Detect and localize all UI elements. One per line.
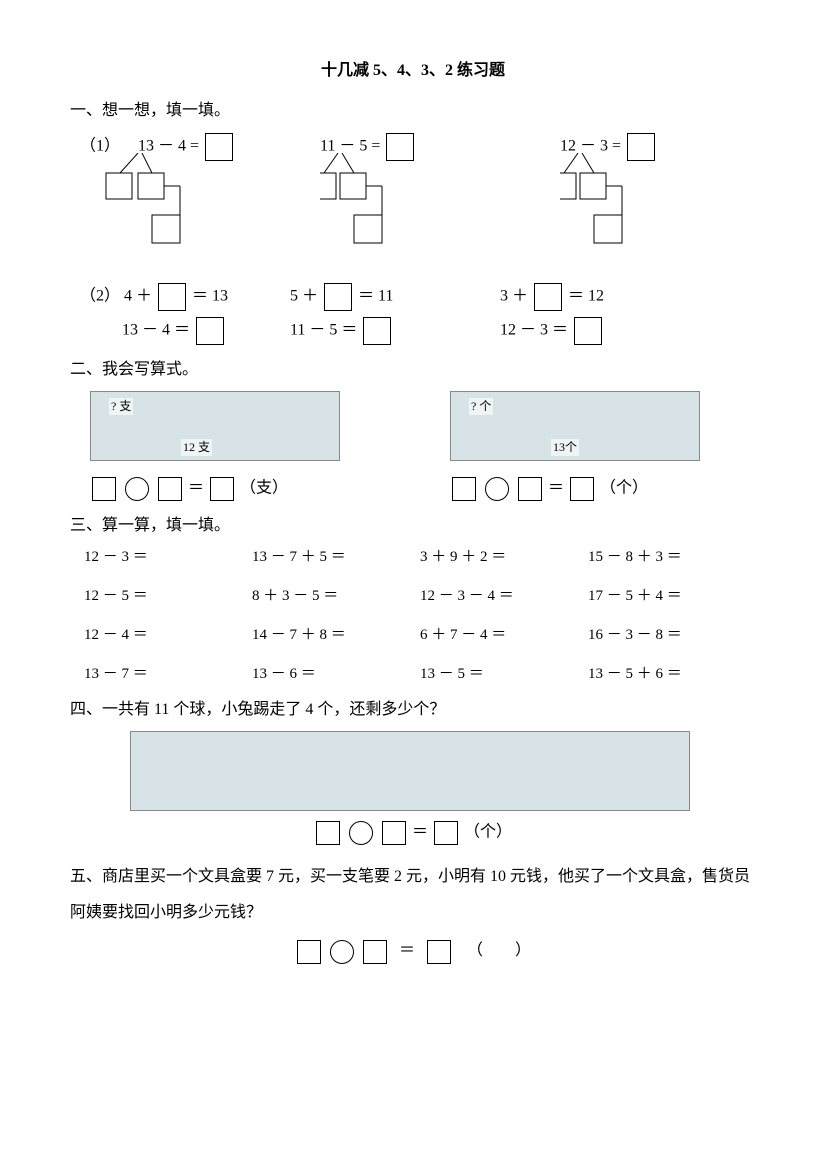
- calc-cell: 3 ＋ 9 ＋ 2 ＝: [420, 547, 588, 568]
- answer-box[interactable]: [316, 821, 340, 845]
- unit: （个）: [464, 824, 512, 841]
- operator-circle[interactable]: [485, 477, 509, 501]
- answer-box[interactable]: [210, 477, 234, 501]
- q4-image: [130, 731, 690, 811]
- calc-cell: 17 － 5 ＋ 4 ＝: [588, 586, 756, 607]
- q2-item-1: ? 支 12 支 ＝ （支）: [90, 391, 390, 500]
- calc-cell: 8 ＋ 3 － 5 ＝: [252, 586, 420, 607]
- q2-eqline: ＝ （个）: [450, 477, 750, 501]
- img-label: ? 个: [469, 398, 493, 415]
- operator-circle[interactable]: [349, 821, 373, 845]
- q2-row: ? 支 12 支 ＝ （支） ? 个 13个 ＝ （个）: [90, 391, 756, 500]
- img-label: ? 支: [109, 398, 133, 415]
- answer-box[interactable]: [574, 317, 602, 345]
- answer-box[interactable]: [434, 821, 458, 845]
- img-label: 12 支: [181, 439, 212, 456]
- calc-cell: 13 － 5 ＋ 6 ＝: [588, 664, 756, 685]
- eq-text: 3 ＋: [500, 287, 528, 304]
- answer-box[interactable]: [196, 317, 224, 345]
- answer-box[interactable]: [534, 283, 562, 311]
- equals: ＝: [399, 942, 415, 959]
- calc-cell: 13 － 7 ＋ 5 ＝: [252, 547, 420, 568]
- q2-image-2: ? 个 13个: [450, 391, 700, 461]
- pair-row-b: 13 － 4 ＝ 11 － 5 ＝ 12 － 3 ＝: [80, 317, 756, 345]
- answer-box[interactable]: [297, 940, 321, 964]
- section-3-head: 三、算一算，填一填。: [70, 515, 756, 537]
- calc-cell: 12 － 5 ＝: [84, 586, 252, 607]
- operator-circle[interactable]: [125, 477, 149, 501]
- calc-grid: 12 － 3 ＝ 13 － 7 ＋ 5 ＝ 3 ＋ 9 ＋ 2 ＝ 15 － 8…: [84, 547, 756, 685]
- calc-cell: 16 － 3 － 8 ＝: [588, 625, 756, 646]
- q2-eqline: ＝ （支）: [90, 477, 390, 501]
- eq-text: 4 ＋: [124, 287, 152, 304]
- answer-box[interactable]: [570, 477, 594, 501]
- section-1-head: 一、想一想，填一填。: [70, 100, 756, 122]
- calc-cell: 13 － 5 ＝: [420, 664, 588, 685]
- answer-box[interactable]: [324, 283, 352, 311]
- answer-box[interactable]: [363, 317, 391, 345]
- unit: （ ）: [467, 942, 531, 959]
- section-4-head: 四、一共有 11 个球，小兔踢走了 4 个，还剩多少个？: [70, 699, 756, 721]
- calc-cell: 12 － 4 ＝: [84, 625, 252, 646]
- answer-box[interactable]: [452, 477, 476, 501]
- answer-box[interactable]: [382, 821, 406, 845]
- page-title: 十几减 5、4、3、2 练习题: [70, 60, 756, 82]
- eq-text: ＝ 11: [358, 287, 393, 304]
- q4-eqline: ＝ （个）: [70, 821, 756, 845]
- calc-cell: 14 － 7 ＋ 8 ＝: [252, 625, 420, 646]
- answer-box[interactable]: [158, 477, 182, 501]
- q5-eqline: ＝ （ ）: [70, 940, 756, 964]
- eq-text: 13 － 4 ＝: [122, 321, 190, 338]
- equals: ＝: [412, 824, 428, 841]
- operator-circle[interactable]: [330, 940, 354, 964]
- answer-box[interactable]: [158, 283, 186, 311]
- answer-box[interactable]: [518, 477, 542, 501]
- equals: ＝: [548, 479, 564, 496]
- decomp-2: 11 － 5 =: [320, 133, 500, 263]
- equals: ＝: [188, 479, 204, 496]
- eq-text: 11 － 5 ＝: [290, 321, 357, 338]
- calc-cell: 13 － 7 ＝: [84, 664, 252, 685]
- answer-box[interactable]: [427, 940, 451, 964]
- calc-cell: 6 ＋ 7 － 4 ＝: [420, 625, 588, 646]
- pair-row-a: （2） 4 ＋ ＝ 13 5 ＋ ＝ 11 3 ＋ ＝ 12: [80, 283, 756, 311]
- decomp-3-svg: [560, 153, 730, 263]
- calc-cell: 12 － 3 － 4 ＝: [420, 586, 588, 607]
- unit: （个）: [600, 479, 648, 496]
- section-5-head: 五、商店里买一个文具盒要 7 元，买一支笔要 2 元，小明有 10 元钱，他买了…: [70, 859, 756, 929]
- decomp-1-svg: [80, 153, 250, 263]
- section-2-head: 二、我会写算式。: [70, 359, 756, 381]
- answer-box[interactable]: [363, 940, 387, 964]
- unit: （支）: [240, 479, 288, 496]
- decomp-3: 12 － 3 =: [560, 133, 740, 263]
- calc-cell: 12 － 3 ＝: [84, 547, 252, 568]
- eq-text: 5 ＋: [290, 287, 318, 304]
- p2-label: （2）: [80, 287, 120, 304]
- calc-cell: 13 － 6 ＝: [252, 664, 420, 685]
- eq-text: ＝ 13: [192, 287, 228, 304]
- eq-text: ＝ 12: [568, 287, 604, 304]
- decomp-2-svg: [320, 153, 490, 263]
- eq-text: 12 － 3 ＝: [500, 321, 568, 338]
- decomp-row: （1） 13 － 4 = 11 － 5 =: [80, 133, 756, 263]
- answer-box[interactable]: [92, 477, 116, 501]
- calc-cell: 15 － 8 ＋ 3 ＝: [588, 547, 756, 568]
- q2-item-2: ? 个 13个 ＝ （个）: [450, 391, 750, 500]
- q2-image-1: ? 支 12 支: [90, 391, 340, 461]
- img-label: 13个: [551, 439, 579, 456]
- decomp-1: （1） 13 － 4 =: [80, 133, 260, 263]
